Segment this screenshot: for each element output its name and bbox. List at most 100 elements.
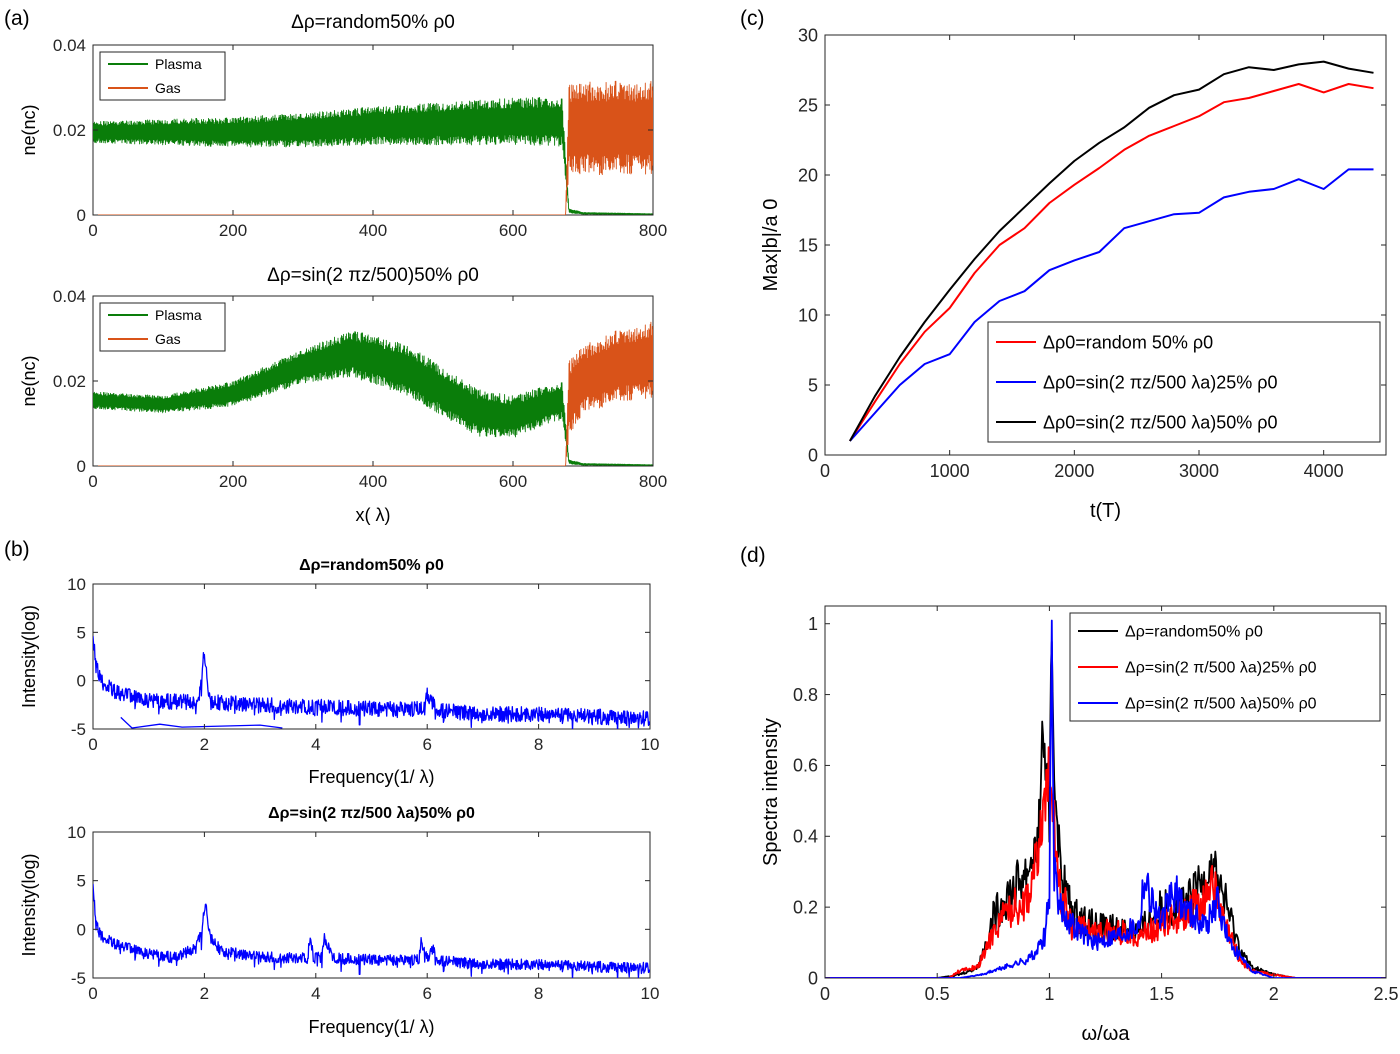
y-tick-label: 0.04 — [53, 287, 86, 306]
y-tick-label: 25 — [798, 95, 818, 115]
series-group — [825, 619, 1386, 978]
legend-box — [1069, 612, 1381, 722]
y-axis-label: ne(nc) — [19, 355, 39, 406]
legend-label: Plasma — [155, 56, 202, 72]
x-axis-label: Frequency(1/ λ) — [308, 767, 434, 787]
chart-title: Δρ=random50% ρ0 — [299, 557, 444, 574]
y-tick-label: 0.02 — [53, 121, 86, 140]
y-tick-label: 0.8 — [793, 685, 818, 705]
x-tick-label: 0 — [88, 984, 97, 1003]
x-tick-label: 1000 — [930, 461, 970, 481]
x-tick-label: 3000 — [1179, 461, 1219, 481]
x-tick-label: 8 — [534, 984, 543, 1003]
series-line--0-sin-2-z-500-a-50-0-2 — [849, 60, 1374, 442]
x-tick-label: 4 — [311, 984, 320, 1003]
legend-label: Δρ=sin(2 π/500 λa)50% ρ0 — [1125, 696, 1317, 713]
x-tick-label: 6 — [422, 984, 431, 1003]
x-tick-label: 200 — [219, 221, 247, 240]
chart-title: Δρ=sin(2 πz/500 λa)50% ρ0 — [268, 805, 475, 822]
y-tick-label: 1 — [808, 614, 818, 634]
x-tick-label: 2 — [200, 735, 209, 754]
y-tick-label: 5 — [77, 623, 86, 642]
x-tick-label: 600 — [499, 472, 527, 491]
y-tick-label: -5 — [71, 720, 86, 739]
y-tick-label: 0 — [808, 445, 818, 465]
x-tick-label: 400 — [359, 221, 387, 240]
x-tick-label: 2000 — [1054, 461, 1094, 481]
y-tick-label: 0.4 — [793, 827, 818, 847]
y-tick-label: 20 — [798, 165, 818, 185]
x-tick-label: 0 — [88, 735, 97, 754]
series-group — [93, 321, 653, 466]
y-axis-label: ne(nc) — [19, 104, 39, 155]
y-axis-label: Max|b|/a 0 — [760, 199, 782, 292]
y-tick-label: 30 — [798, 25, 818, 45]
x-axis-label: x( λ) — [356, 505, 391, 525]
x-tick-label: 2.5 — [1373, 984, 1398, 1004]
y-tick-label: 0.02 — [53, 372, 86, 391]
x-tick-label: 4000 — [1304, 461, 1344, 481]
x-tick-label: 600 — [499, 221, 527, 240]
y-tick-label: 0 — [77, 206, 86, 225]
legend-box — [99, 302, 226, 352]
legend-label: Gas — [155, 331, 181, 347]
y-axis-label: Intensity(log) — [19, 853, 39, 956]
x-tick-label: 2 — [1269, 984, 1279, 1004]
series-line-line-0 — [93, 883, 650, 978]
y-tick-label: 10 — [798, 305, 818, 325]
chart-panel-d: 0 0.5 1 1.5 2 2.5 0 0.2 0.4 0.6 0.8 1 ω/ωa Spectra in… — [760, 605, 1399, 1045]
panel-label-d: (d) — [740, 544, 766, 567]
x-tick-label: 400 — [359, 472, 387, 491]
legend-label: Gas — [155, 80, 181, 96]
x-tick-label: 10 — [641, 984, 660, 1003]
x-tick-label: 6 — [422, 735, 431, 754]
panel-label-b: (b) — [4, 538, 30, 561]
x-tick-label: 0 — [820, 984, 830, 1004]
x-tick-label: 8 — [534, 735, 543, 754]
y-tick-label: 0.2 — [793, 897, 818, 917]
x-tick-label: 10 — [641, 735, 660, 754]
y-tick-label: 0 — [77, 672, 86, 691]
x-tick-label: 2 — [200, 984, 209, 1003]
chart-panel-c: 0 1000 2000 3000 4000 0 5 10 15 20 25 30 t(T) Max|b|/… — [760, 25, 1387, 522]
chart-title: Δρ=random50% ρ0 — [291, 12, 455, 33]
x-tick-label: 200 — [219, 472, 247, 491]
y-tick-label: 0.04 — [53, 36, 86, 55]
legend-label: Plasma — [155, 307, 202, 323]
panel-label-a: (a) — [4, 7, 30, 30]
panel-label-c: (c) — [740, 7, 765, 30]
x-tick-label: 0 — [88, 221, 97, 240]
series-group — [93, 80, 653, 215]
y-tick-label: -5 — [71, 969, 86, 988]
x-tick-label: 1 — [1044, 984, 1054, 1004]
series-group — [849, 60, 1374, 442]
series-line-plasma-0 — [93, 331, 653, 466]
x-axis-label: Frequency(1/ λ) — [308, 1017, 434, 1037]
series-line--0-sin-2-z-500-a-25-0-1 — [849, 168, 1374, 442]
x-tick-label: 0.5 — [925, 984, 950, 1004]
series-line--0-random-50-0-0 — [849, 83, 1374, 442]
series-line-plasma-0 — [93, 97, 653, 215]
chart-panel-a-random: 0 200 400 600 800 0 0.02 0.04 Δρ=random50% ρ0 ne(… — [19, 12, 667, 240]
x-axis-label: t(T) — [1090, 500, 1121, 522]
x-tick-label: 800 — [639, 221, 667, 240]
x-axis-label: ω/ωa — [1082, 1023, 1131, 1045]
y-tick-label: 0 — [808, 968, 818, 988]
series-line--sin-2-500-a-50-0-2 — [825, 619, 1386, 978]
y-tick-label: 0 — [77, 457, 86, 476]
legend-box — [99, 51, 226, 101]
chart-panel-a-sin: 0 200 400 600 800 0 0.02 0.04 Δρ=sin(2 πz/500)50… — [19, 265, 667, 525]
legend-label: Δρ0=sin(2 πz/500 λa)50% ρ0 — [1043, 412, 1278, 432]
y-axis-label: Spectra intensity — [760, 718, 782, 866]
y-tick-label: 5 — [808, 375, 818, 395]
y-axis-label: Intensity(log) — [19, 605, 39, 708]
series-group — [93, 883, 650, 978]
y-tick-label: 10 — [67, 575, 86, 594]
chart-title: Δρ=sin(2 πz/500)50% ρ0 — [267, 265, 479, 286]
y-tick-label: 5 — [77, 872, 86, 891]
x-tick-label: 1.5 — [1149, 984, 1174, 1004]
legend-label: Δρ=sin(2 π/500 λa)25% ρ0 — [1125, 660, 1317, 677]
